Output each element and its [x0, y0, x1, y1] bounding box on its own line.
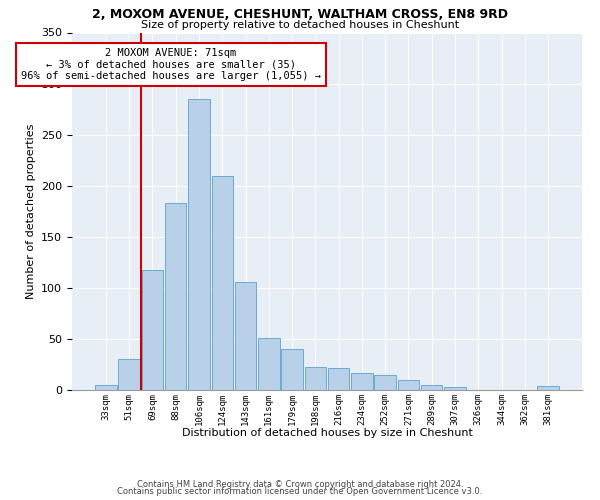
- Bar: [281, 349, 303, 390]
- Bar: [445, 387, 466, 390]
- Bar: [258, 338, 280, 390]
- Bar: [142, 270, 163, 390]
- Text: Contains HM Land Registry data © Crown copyright and database right 2024.: Contains HM Land Registry data © Crown c…: [137, 480, 463, 489]
- Bar: [188, 99, 209, 390]
- Y-axis label: Number of detached properties: Number of detached properties: [26, 124, 35, 299]
- Text: Contains public sector information licensed under the Open Government Licence v3: Contains public sector information licen…: [118, 488, 482, 496]
- Text: Size of property relative to detached houses in Cheshunt: Size of property relative to detached ho…: [141, 20, 459, 30]
- Bar: [95, 385, 116, 390]
- Bar: [421, 385, 442, 390]
- Bar: [351, 372, 373, 390]
- Bar: [538, 386, 559, 390]
- Bar: [328, 368, 349, 390]
- Bar: [305, 366, 326, 390]
- X-axis label: Distribution of detached houses by size in Cheshunt: Distribution of detached houses by size …: [182, 428, 472, 438]
- Bar: [118, 360, 140, 390]
- Text: 2 MOXOM AVENUE: 71sqm
← 3% of detached houses are smaller (35)
96% of semi-detac: 2 MOXOM AVENUE: 71sqm ← 3% of detached h…: [21, 48, 321, 81]
- Bar: [374, 374, 396, 390]
- Bar: [235, 282, 256, 390]
- Bar: [165, 203, 187, 390]
- Text: 2, MOXOM AVENUE, CHESHUNT, WALTHAM CROSS, EN8 9RD: 2, MOXOM AVENUE, CHESHUNT, WALTHAM CROSS…: [92, 8, 508, 20]
- Bar: [398, 380, 419, 390]
- Bar: [212, 176, 233, 390]
